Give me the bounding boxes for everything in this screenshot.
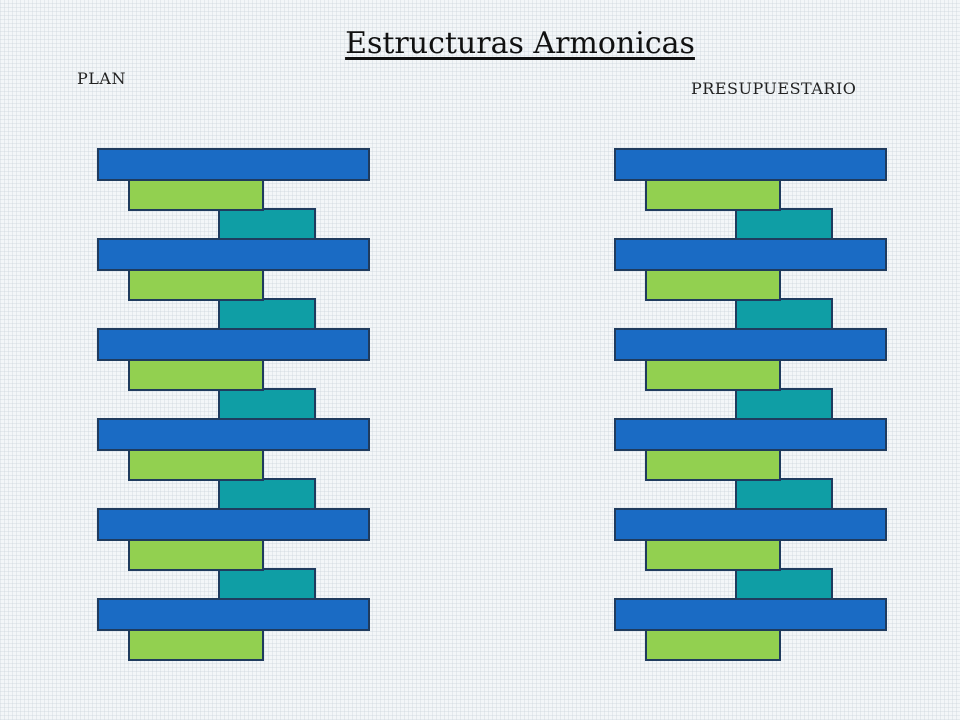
green-block (128, 358, 264, 391)
blue-block (97, 598, 370, 631)
teal-block (735, 298, 833, 331)
blue-block (614, 328, 887, 361)
green-block (645, 628, 781, 661)
teal-block (218, 208, 316, 241)
plan-label: PLAN (77, 69, 126, 88)
teal-block (218, 568, 316, 601)
blue-block (614, 238, 887, 271)
blue-block (97, 148, 370, 181)
blue-block (614, 508, 887, 541)
blue-block (614, 148, 887, 181)
slide-title: Estructuras Armonicas (345, 26, 695, 61)
teal-block (218, 478, 316, 511)
green-block (128, 628, 264, 661)
green-block (128, 448, 264, 481)
green-block (645, 178, 781, 211)
green-block (128, 268, 264, 301)
green-block (645, 268, 781, 301)
blue-block (614, 598, 887, 631)
blue-block (97, 238, 370, 271)
teal-block (218, 388, 316, 421)
green-block (645, 358, 781, 391)
green-block (645, 448, 781, 481)
teal-block (218, 298, 316, 331)
teal-block (735, 208, 833, 241)
blue-block (97, 418, 370, 451)
presupuestario-label: PRESUPUESTARIO (691, 79, 857, 98)
green-block (128, 538, 264, 571)
teal-block (735, 478, 833, 511)
green-block (645, 538, 781, 571)
blue-block (614, 418, 887, 451)
teal-block (735, 388, 833, 421)
green-block (128, 178, 264, 211)
blue-block (97, 508, 370, 541)
blue-block (97, 328, 370, 361)
teal-block (735, 568, 833, 601)
